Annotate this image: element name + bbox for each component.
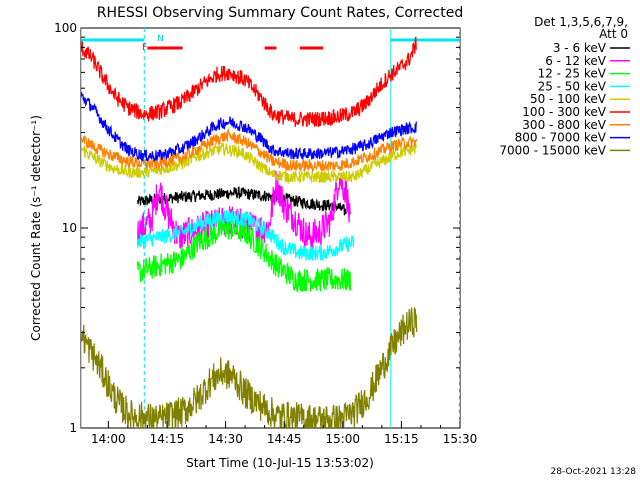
flag-label-f: F — [142, 43, 147, 53]
y-tick-label: 100 — [54, 21, 77, 35]
x-tick-label: 14:45 — [267, 432, 302, 446]
legend-header-line1: Det 1,3,5,6,7,9, — [534, 15, 628, 29]
flag-label-n: N — [157, 34, 164, 44]
y-tick-label: 10 — [62, 221, 77, 235]
footer-timestamp: 28-Oct-2021 13:28 — [551, 467, 637, 477]
legend-entry-label: 300 - 800 keV — [522, 118, 606, 132]
legend-entry-label: 25 - 50 keV — [538, 79, 607, 93]
x-tick-label: 14:00 — [91, 432, 126, 446]
series-50-100-kev-line — [81, 142, 417, 185]
series-800-7000-kev-line — [81, 92, 418, 163]
series-100-300-kev-line — [81, 36, 418, 127]
legend-entry-label: 100 - 300 keV — [522, 105, 606, 119]
x-tick-label: 14:30 — [208, 432, 243, 446]
y-tick-label: 1 — [69, 421, 77, 435]
x-tick-label: 15:15 — [384, 432, 419, 446]
legend-header-line2: Att 0 — [599, 27, 628, 41]
legend-entry-label: 6 - 12 keV — [545, 54, 607, 68]
chart-title: RHESSI Observing Summary Count Rates, Co… — [97, 5, 463, 21]
legend-entry-label: 3 - 6 keV — [553, 41, 607, 55]
x-tick-label: 14:15 — [150, 432, 185, 446]
x-tick-label: 15:00 — [325, 432, 360, 446]
x-axis-label: Start Time (10-Jul-15 13:53:02) — [186, 456, 374, 470]
series-25-50-kev-line — [137, 209, 355, 261]
legend-entry-label: 7000 - 15000 keV — [499, 143, 606, 157]
legend-entry-label: 12 - 25 keV — [538, 67, 607, 81]
legend-entry-label: 800 - 7000 keV — [515, 131, 607, 145]
legend-entry-label: 50 - 100 keV — [530, 92, 607, 106]
series-12-25-kev-line — [137, 218, 352, 293]
y-axis-label: Corrected Count Rate (s⁻¹ detector⁻¹) — [29, 115, 43, 341]
x-tick-label: 15:30 — [443, 432, 478, 446]
series-300-800-kev-line — [81, 127, 418, 173]
series-7000-15000-kev-line — [81, 307, 418, 428]
series-3-6-kev-line — [137, 185, 347, 216]
